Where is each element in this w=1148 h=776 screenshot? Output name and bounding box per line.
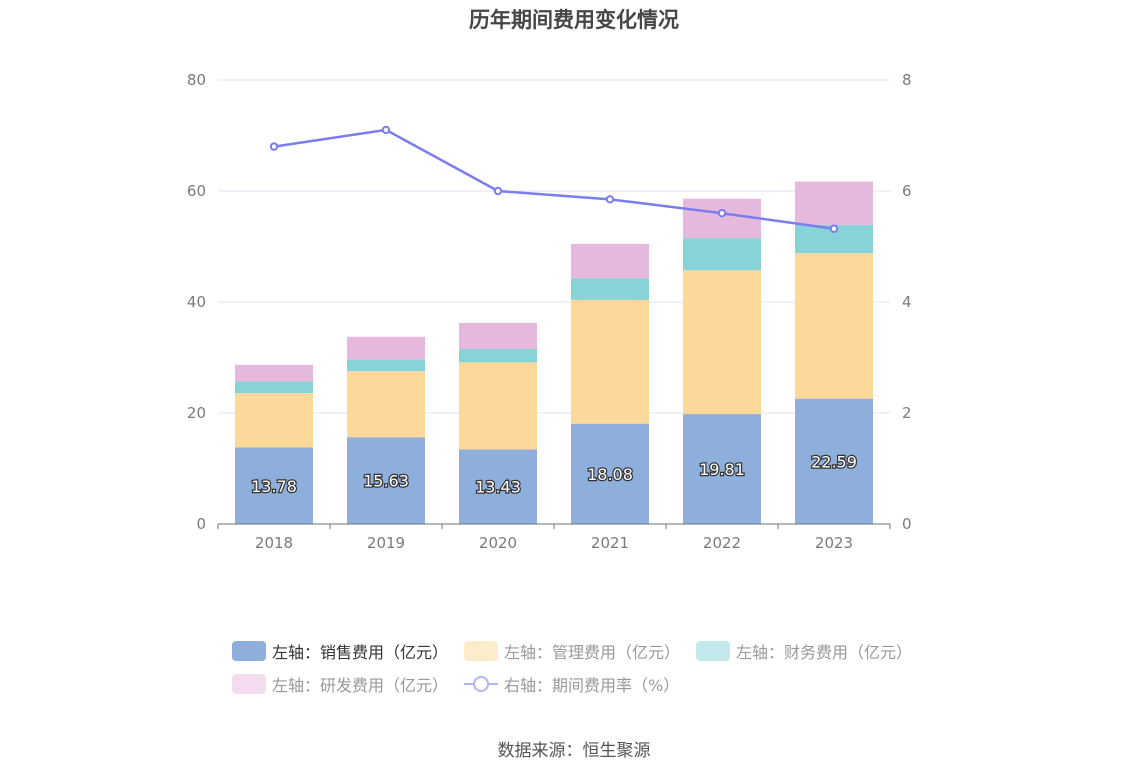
bar-rnd <box>795 181 873 225</box>
x-tick-label: 2020 <box>479 534 517 552</box>
bar-finance <box>683 238 761 271</box>
bar-rnd <box>683 198 761 239</box>
line-point <box>605 195 615 204</box>
bar-rnd <box>235 364 313 382</box>
y-right-tick-label: 2 <box>902 404 912 422</box>
bar-sales <box>571 423 649 524</box>
legend-label: 左轴：销售费用（亿元） <box>272 643 449 662</box>
x-tick-label: 2018 <box>255 534 293 552</box>
data-label: 19.81 <box>699 460 745 479</box>
bar-mgmt <box>459 362 537 450</box>
legend-label: 左轴：管理费用（亿元） <box>504 643 681 662</box>
line-point <box>717 209 727 218</box>
legend-swatch <box>464 641 498 661</box>
bar-finance <box>347 359 425 372</box>
bar-sales <box>795 398 873 524</box>
bar-sales <box>235 447 313 524</box>
x-tick-label: 2023 <box>815 534 853 552</box>
data-label: 22.59 <box>811 452 857 471</box>
bar-rnd <box>347 336 425 360</box>
legend-item-finance[interactable]: 左轴：财务费用（亿元） <box>696 639 912 663</box>
bar-rnd <box>571 243 649 279</box>
bar-sales <box>347 437 425 524</box>
line-point <box>269 142 279 151</box>
bar-sales <box>683 414 761 524</box>
legend-swatch <box>232 674 266 694</box>
legend-line-swatch <box>464 676 498 692</box>
y-left-tick-label: 80 <box>187 71 206 89</box>
y-left-tick-label: 20 <box>187 404 206 422</box>
line-point <box>829 224 839 233</box>
bar-finance <box>571 278 649 300</box>
y-left-tick-label: 60 <box>187 182 206 200</box>
bar-rnd <box>459 322 537 350</box>
bar-mgmt <box>795 253 873 399</box>
legend-label: 右轴：期间费用率（%） <box>504 676 680 695</box>
bar-finance <box>459 349 537 363</box>
data-label: 13.78 <box>251 477 297 496</box>
x-tick-label: 2022 <box>703 534 741 552</box>
bar-sales <box>459 449 537 524</box>
legend-item-mgmt[interactable]: 左轴：管理费用（亿元） <box>464 639 680 663</box>
data-label: 18.08 <box>587 465 633 484</box>
legend-item-rnd[interactable]: 左轴：研发费用（亿元） <box>232 672 448 696</box>
bar-mgmt <box>235 393 313 448</box>
bar-finance <box>235 381 313 394</box>
y-right-tick-label: 8 <box>902 71 912 89</box>
x-tick-label: 2021 <box>591 534 629 552</box>
x-tick-label: 2019 <box>367 534 405 552</box>
legend-swatch <box>232 641 266 661</box>
y-right-tick-label: 0 <box>902 515 912 533</box>
y-right-tick-label: 4 <box>902 293 912 311</box>
y-right-tick-label: 6 <box>902 182 912 200</box>
y-left-tick-label: 40 <box>187 293 206 311</box>
bar-mgmt <box>683 270 761 415</box>
legend-label: 左轴：研发费用（亿元） <box>272 676 449 695</box>
bar-mgmt <box>571 299 649 424</box>
data-source: 数据来源：恒生聚源 <box>497 741 651 761</box>
data-label: 15.63 <box>363 472 409 491</box>
y-left-tick-label: 0 <box>196 515 206 533</box>
line-point <box>493 186 503 196</box>
bar-mgmt <box>347 371 425 438</box>
legend-item-sales[interactable]: 左轴：销售费用（亿元） <box>232 639 448 663</box>
legend-item-rate[interactable]: 右轴：期间费用率（%） <box>464 672 679 696</box>
chart-title: 历年期间费用变化情况 <box>469 8 679 32</box>
legend-swatch <box>696 641 730 661</box>
line-rate <box>273 128 835 230</box>
legend-label: 左轴：财务费用（亿元） <box>736 643 913 662</box>
data-label: 13.43 <box>475 478 521 497</box>
line-point <box>381 125 391 135</box>
